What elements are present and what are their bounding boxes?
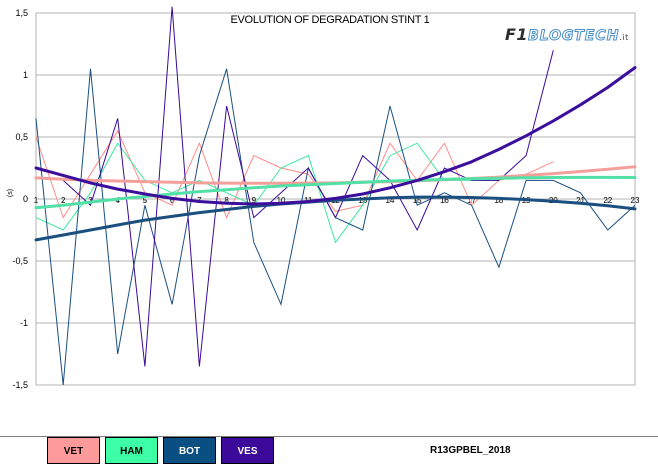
legend-divider bbox=[0, 436, 658, 437]
x-tick-label: 1 bbox=[34, 196, 39, 205]
legend-item-ves: VES bbox=[221, 437, 274, 464]
x-tick-label: 3 bbox=[88, 196, 93, 205]
race-code: R13GPBEL_2018 bbox=[430, 445, 511, 456]
y-tick-label: 1,5 bbox=[15, 8, 28, 18]
y-tick-label: -1,5 bbox=[12, 380, 28, 390]
x-tick-label: 13 bbox=[358, 196, 367, 205]
logo-suffix: .it bbox=[619, 33, 629, 42]
x-tick-label: 18 bbox=[494, 196, 503, 205]
y-axis-label: (s) bbox=[7, 189, 14, 197]
chart-svg: 1,510,50-0,5-1-1,5(s)1 2 3 4 5 6 7 8 9 10 11 12 13 14… bbox=[7, 6, 640, 390]
y-tick-label: -0,5 bbox=[12, 256, 28, 266]
y-tick-label: 1 bbox=[23, 70, 28, 80]
x-tick-label: 21 bbox=[576, 196, 585, 205]
chart-area: 1,5 1 0,5 0 -0,5 -1 -1,5 (s) 1 2 3 4 5 6 7 8 9 10 11 12 13 14… bbox=[7, 6, 640, 390]
x-tick-label: 23 bbox=[631, 196, 640, 205]
site-logo: F1BLOGTECH.it bbox=[505, 25, 629, 45]
x-tick-label: 14 bbox=[386, 196, 395, 205]
x-tick-label: 16 bbox=[440, 196, 449, 205]
x-tick-label: 17 bbox=[467, 196, 476, 205]
x-tick-label: 5 bbox=[143, 196, 148, 205]
y-tick-label: 0,5 bbox=[15, 132, 28, 142]
x-tick-label: 22 bbox=[603, 196, 612, 205]
x-tick-label: 15 bbox=[413, 196, 422, 205]
x-tick-label: 2 bbox=[61, 196, 66, 205]
x-tick-label: 8 bbox=[224, 196, 229, 205]
trendline-ham bbox=[34, 175, 637, 210]
series-line-vet bbox=[35, 129, 554, 219]
y-tick-label: -1 bbox=[20, 318, 28, 328]
x-tick-label: 4 bbox=[115, 196, 120, 205]
legend-bar: VET HAM BOT VES R13GPBEL_2018 bbox=[0, 436, 658, 466]
series-line-bot bbox=[35, 68, 636, 386]
logo-f1: F1 bbox=[505, 25, 529, 44]
chart-title: EVOLUTION OF DEGRADATION STINT 1 bbox=[230, 14, 430, 26]
x-tick-label: 6 bbox=[170, 196, 175, 205]
trendline-bot bbox=[34, 195, 637, 242]
legend-item-bot: BOT bbox=[163, 437, 216, 464]
x-tick-label: 10 bbox=[277, 196, 286, 205]
series-line-ves bbox=[62, 6, 554, 367]
trendline-ves bbox=[34, 66, 637, 206]
y-tick-label: 0 bbox=[23, 194, 28, 204]
x-tick-label: 9 bbox=[252, 196, 257, 205]
legend-item-ham: HAM bbox=[105, 437, 158, 464]
legend-item-vet: VET bbox=[47, 437, 100, 464]
logo-word: BLOGTECH bbox=[528, 28, 620, 45]
